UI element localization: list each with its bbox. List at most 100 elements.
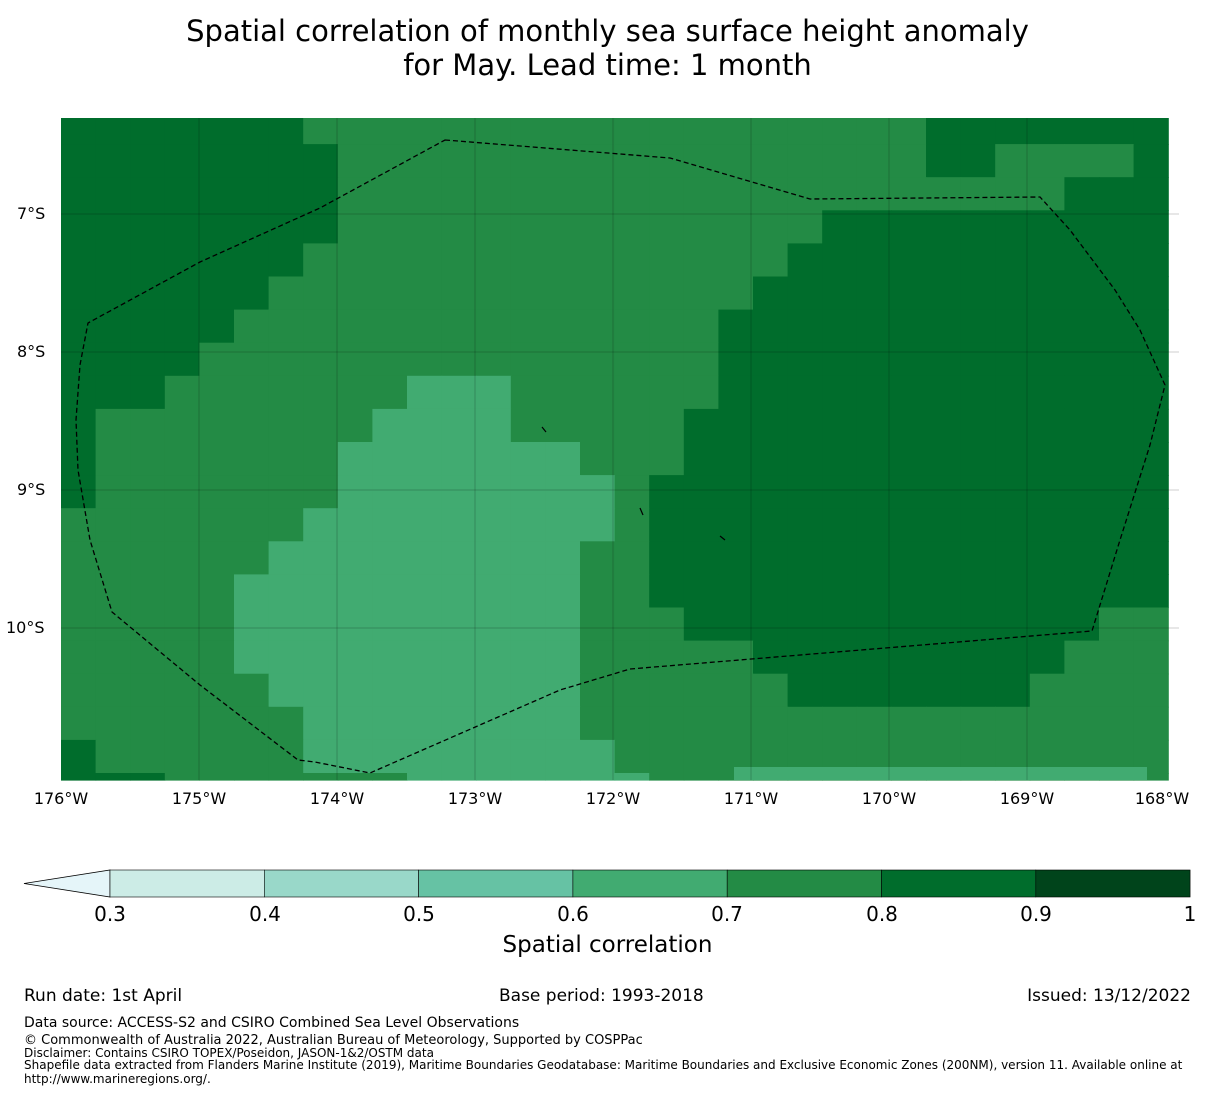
- grid-cell: [926, 309, 962, 344]
- lat-label: 10°S: [6, 618, 45, 637]
- grid-cell: [649, 541, 685, 575]
- grid-cell: [199, 706, 235, 741]
- grid-cell: [510, 541, 546, 575]
- grid-cell: [372, 408, 408, 443]
- grid-cell: [753, 375, 789, 410]
- grid-cell: [995, 673, 1031, 708]
- grid-cell: [1029, 144, 1065, 178]
- grid-cell: [545, 706, 581, 741]
- grid-cell: [787, 706, 823, 741]
- grid-cell: [337, 607, 373, 642]
- grid-cell: [683, 574, 719, 609]
- grid-cell: [580, 541, 616, 575]
- grid-cell: [580, 706, 616, 741]
- grid-cell: [891, 375, 927, 410]
- grid-cell: [822, 607, 858, 642]
- grid-cell: [130, 210, 166, 244]
- colorbar-tick-label: 0.7: [711, 902, 743, 926]
- grid-cell: [1029, 607, 1065, 642]
- grid-cell: [649, 118, 685, 145]
- grid-cell: [268, 408, 304, 443]
- grid-cell: [407, 309, 443, 344]
- grid-cell: [1064, 442, 1100, 476]
- grid-cell: [891, 276, 927, 311]
- grid-cell: [199, 773, 235, 781]
- grid-cell: [303, 508, 339, 542]
- grid-cell: [995, 574, 1031, 609]
- grid-cell: [580, 607, 616, 642]
- grid-cell: [476, 442, 512, 476]
- grid-cell: [303, 541, 339, 575]
- grid-cell: [649, 739, 685, 774]
- grid-cell: [510, 574, 546, 609]
- grid-cell: [580, 144, 616, 178]
- grid-cell: [822, 640, 858, 675]
- grid-cell: [268, 541, 304, 575]
- grid-cell: [545, 442, 581, 476]
- grid-cell: [234, 773, 270, 781]
- grid-cell: [822, 144, 858, 178]
- grid-cell: [995, 177, 1031, 211]
- grid-cell: [1099, 210, 1135, 244]
- grid-cell: [856, 144, 892, 178]
- grid-cell: [960, 177, 996, 211]
- grid-cell: [856, 673, 892, 708]
- colorbar-swatch: [726, 869, 882, 898]
- grid-cell: [1029, 210, 1065, 244]
- grid-cell: [476, 276, 512, 311]
- grid-cell: [407, 773, 443, 781]
- grid-cell: [960, 574, 996, 609]
- correlation-grid: [61, 118, 1169, 781]
- grid-cell: [268, 442, 304, 476]
- grid-cell: [822, 243, 858, 278]
- grid-cell: [856, 541, 892, 575]
- grid-cell: [960, 706, 996, 741]
- grid-cell: [268, 342, 304, 377]
- grid-cell: [510, 243, 546, 278]
- grid-cell: [753, 342, 789, 377]
- issued-date: Issued: 13/12/2022: [1027, 986, 1191, 1006]
- grid-cell: [510, 118, 546, 145]
- grid-cell: [683, 375, 719, 410]
- grid-cell: [856, 607, 892, 642]
- grid-cell: [960, 508, 996, 542]
- grid-cell: [1099, 475, 1135, 509]
- grid-cell: [164, 739, 200, 774]
- grid-cell: [683, 673, 719, 708]
- grid-cell: [199, 342, 235, 377]
- grid-cell: [822, 475, 858, 509]
- grid-cell: [1099, 673, 1135, 708]
- map-panel: [61, 118, 1179, 781]
- grid-cell: [580, 574, 616, 609]
- grid-cell: [995, 276, 1031, 311]
- grid-cell: [822, 508, 858, 542]
- grid-cell: [891, 706, 927, 741]
- grid-cell: [164, 408, 200, 443]
- grid-cell: [787, 408, 823, 443]
- grid-cell: [891, 210, 927, 244]
- grid-cell: [372, 541, 408, 575]
- grid-cell: [614, 508, 650, 542]
- grid-cell: [891, 673, 927, 708]
- grid-cell: [234, 375, 270, 410]
- grid-cell: [61, 276, 97, 311]
- grid-cell: [234, 243, 270, 278]
- grid-cell: [164, 475, 200, 509]
- grid-cell: [337, 541, 373, 575]
- grid-cell: [372, 210, 408, 244]
- grid-cell: [753, 144, 789, 178]
- grid-cell: [95, 243, 131, 278]
- grid-cell: [95, 475, 131, 509]
- grid-cell: [891, 442, 927, 476]
- grid-cell: [268, 210, 304, 244]
- grid-cell: [268, 508, 304, 542]
- grid-cell: [753, 276, 789, 311]
- grid-cell: [753, 210, 789, 244]
- lon-label: 175°W: [171, 789, 227, 808]
- grid-cell: [337, 706, 373, 741]
- grid-cell: [164, 144, 200, 178]
- grid-cell: [787, 640, 823, 675]
- grid-cell: [1133, 475, 1169, 509]
- grid-cell: [303, 475, 339, 509]
- grid-cell: [787, 475, 823, 509]
